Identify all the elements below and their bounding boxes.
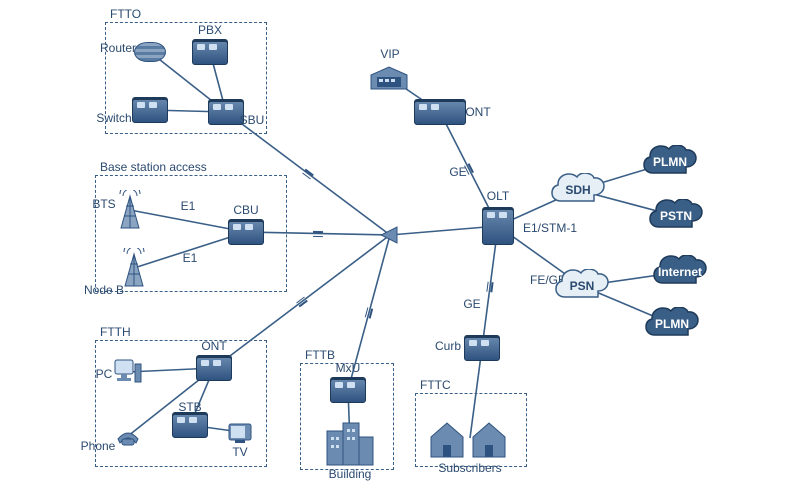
node-label-sbu: SBU xyxy=(240,113,265,127)
dev-icon xyxy=(208,99,244,125)
cluster-title: FTTH xyxy=(100,325,131,339)
fiber-tick-icon xyxy=(296,296,308,307)
cluster-title: FTTC xyxy=(420,378,451,392)
node-label-cbu: CBU xyxy=(233,203,258,217)
edge-label: E1 xyxy=(181,199,196,213)
splitter-icon xyxy=(379,224,401,246)
edge-label: E1/STM-1 xyxy=(523,221,577,235)
node-pc xyxy=(113,358,143,386)
fiber-tick-icon xyxy=(486,282,493,293)
node-router xyxy=(134,42,166,62)
node-ont1 xyxy=(414,99,466,125)
node-mxu xyxy=(330,377,366,403)
fiber-tick-icon xyxy=(365,307,373,318)
fiber-tick-icon xyxy=(313,230,323,236)
tv-icon xyxy=(227,420,253,444)
edge-label: GE xyxy=(449,165,466,179)
node-label-ont1: ONT xyxy=(465,105,490,119)
cluster-title: FTTB xyxy=(305,348,335,362)
node-label-stb: STB xyxy=(178,400,201,414)
dev-icon xyxy=(192,39,228,65)
edge-label: GE xyxy=(463,297,480,311)
node-label-vip: VIP xyxy=(380,47,399,61)
node-label-plmn1: PLMN xyxy=(653,155,687,169)
dev-icon xyxy=(330,377,366,403)
node-tv xyxy=(227,420,253,444)
diagram-stage: FTTO Base station access FTTH FTTB FTTC GE E1 E… xyxy=(0,0,800,500)
node-sbu xyxy=(208,99,244,125)
node-label-sdh: SDH xyxy=(565,183,590,197)
node-label-internet: Internet xyxy=(658,265,702,279)
router-icon xyxy=(134,42,166,62)
bldg-icon xyxy=(323,417,377,467)
pc-icon xyxy=(113,358,143,386)
node-label-ont2: ONT xyxy=(201,339,226,353)
node-cbu xyxy=(228,219,264,245)
node-label-subs: Subscribers xyxy=(438,461,501,475)
dev-icon xyxy=(132,97,168,123)
dev-icon xyxy=(196,355,232,381)
node-label-tv: TV xyxy=(232,445,247,459)
node-ont2 xyxy=(196,355,232,381)
vip-icon xyxy=(367,63,413,93)
node-curb xyxy=(464,335,500,361)
node-label-pstn: PSTN xyxy=(660,209,692,223)
node-label-building: Building xyxy=(329,467,372,481)
houses-icon xyxy=(425,417,515,459)
dev-icon xyxy=(482,207,514,245)
node-label-curb: Curb xyxy=(435,339,461,353)
node-label-pbx: PBX xyxy=(198,23,222,37)
node-label-bts: BTS xyxy=(92,197,115,211)
dev-icon xyxy=(464,335,500,361)
node-splitter xyxy=(379,224,401,246)
node-olt xyxy=(482,207,514,245)
tower-icon xyxy=(119,248,149,288)
edge-label: E1 xyxy=(183,251,198,265)
node-label-switch: Switch xyxy=(96,111,131,125)
node-label-pc: PC xyxy=(96,367,113,381)
node-label-plmn2: PLMN xyxy=(655,317,689,331)
node-label-nodeb: Node B xyxy=(84,283,124,297)
dev-icon xyxy=(414,99,466,125)
node-label-phone: Phone xyxy=(81,439,116,453)
node-pbx xyxy=(192,39,228,65)
node-label-router: Router xyxy=(100,41,136,55)
node-label-psn: PSN xyxy=(570,279,595,293)
cluster-title: FTTO xyxy=(110,7,141,21)
node-phone xyxy=(114,425,142,447)
dev-icon xyxy=(172,412,208,438)
node-switch xyxy=(132,97,168,123)
tower-icon xyxy=(115,190,145,230)
node-stb xyxy=(172,412,208,438)
node-label-mxu: MxU xyxy=(336,361,361,375)
node-nodeb xyxy=(119,248,149,288)
node-building xyxy=(323,417,377,467)
cluster-title: Base station access xyxy=(100,160,207,174)
node-label-olt: OLT xyxy=(487,189,509,203)
fiber-tick-icon xyxy=(302,168,314,179)
dev-icon xyxy=(228,219,264,245)
node-subs xyxy=(425,417,515,459)
phone-icon xyxy=(114,425,142,447)
node-vip xyxy=(367,63,413,93)
node-bts xyxy=(115,190,145,230)
